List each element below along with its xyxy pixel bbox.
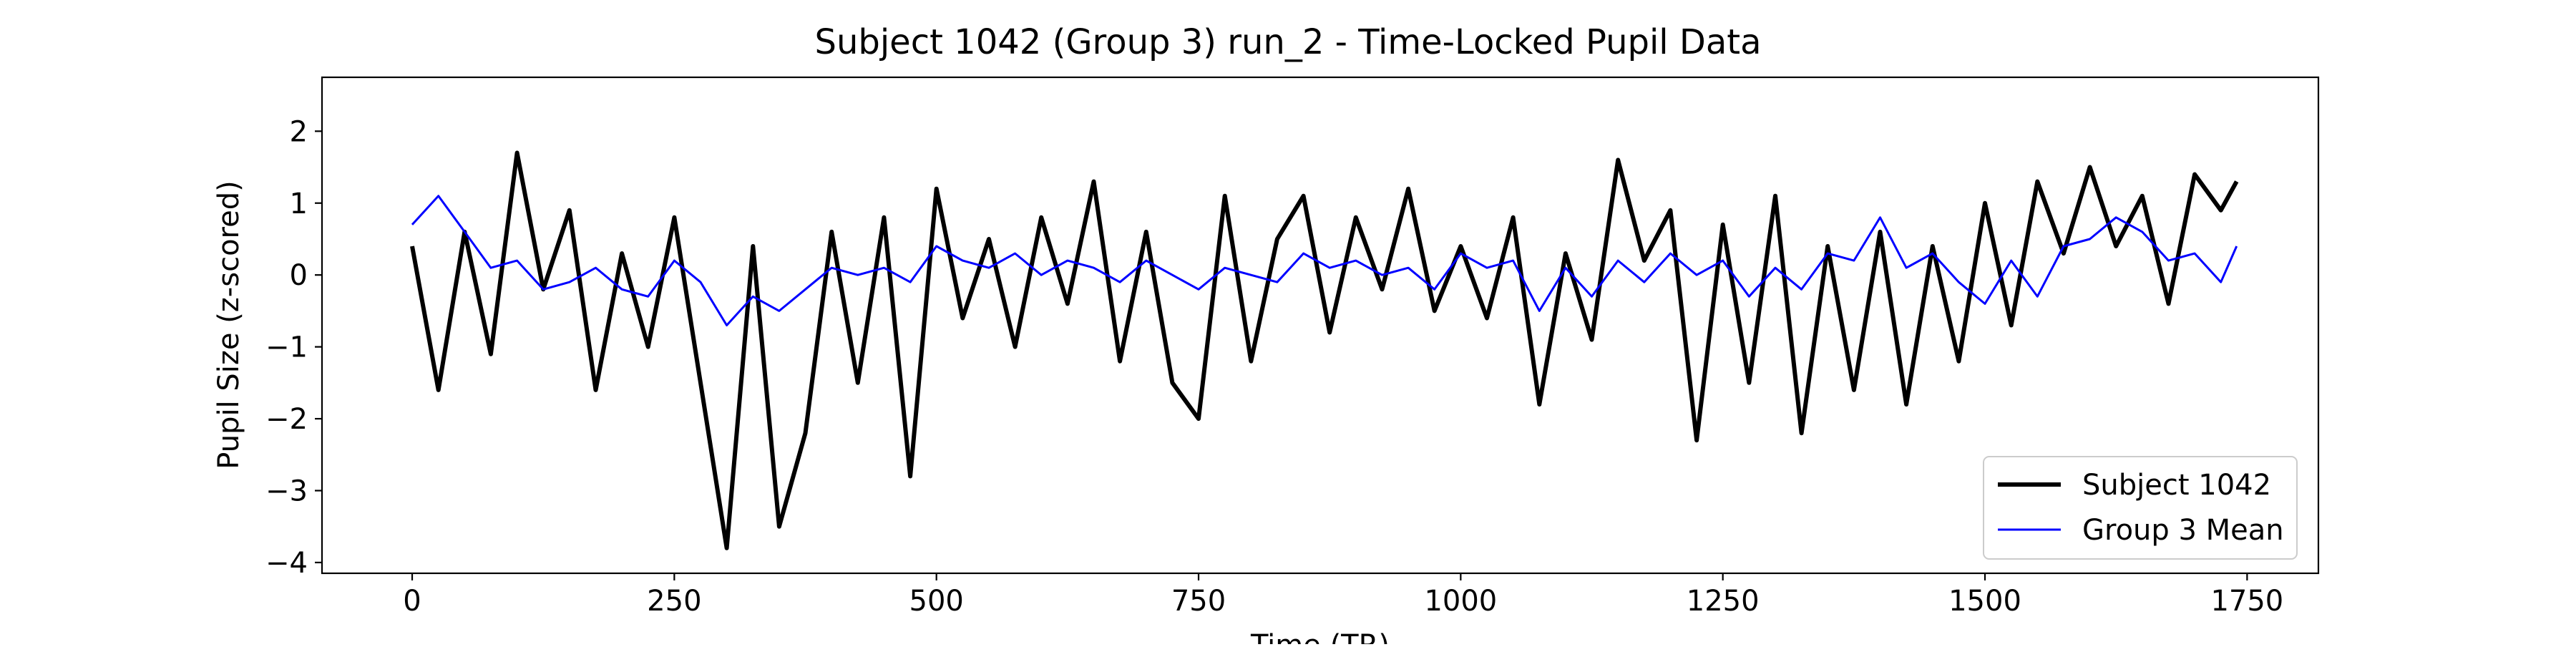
y-tick-label: 2 [290, 115, 308, 148]
series-line-group-mean [411, 195, 2238, 326]
x-tick-label: 500 [909, 585, 964, 618]
x-tick-label: 0 [403, 585, 421, 618]
y-axis: 2 1 0 −1 −2 −3 −4 [265, 115, 322, 580]
legend-label-subject: Subject 1042 [2082, 469, 2271, 502]
y-tick-label: 1 [290, 188, 308, 220]
x-tick-label: 1250 [1687, 585, 1760, 618]
y-axis-label: Pupil Size (z-scored) [213, 180, 245, 469]
series-line-subject [410, 150, 2239, 550]
x-tick-label: 750 [1171, 585, 1226, 618]
y-tick-label: 0 [290, 259, 308, 292]
x-axis-label: Time (TR) [1250, 629, 1390, 644]
legend-label-group: Group 3 Mean [2082, 514, 2284, 547]
y-tick-label: −3 [265, 475, 308, 508]
chart-title: Subject 1042 (Group 3) run_2 - Time-Lock… [814, 22, 1761, 62]
legend-box [1983, 456, 2298, 560]
legend: Subject 1042 Group 3 Mean [1983, 456, 2298, 560]
x-tick-label: 1000 [1424, 585, 1497, 618]
plot-area [410, 150, 2239, 550]
x-tick-label: 250 [647, 585, 701, 618]
x-tick-label: 1750 [2210, 585, 2283, 618]
y-tick-label: −2 [265, 403, 308, 436]
x-tick-label: 1500 [1948, 585, 2021, 618]
y-tick-label: −1 [265, 331, 308, 364]
x-axis: 0 250 500 750 1000 1250 1500 1750 [403, 573, 2283, 618]
y-tick-label: −4 [265, 547, 308, 580]
axes-frame [321, 76, 2320, 575]
